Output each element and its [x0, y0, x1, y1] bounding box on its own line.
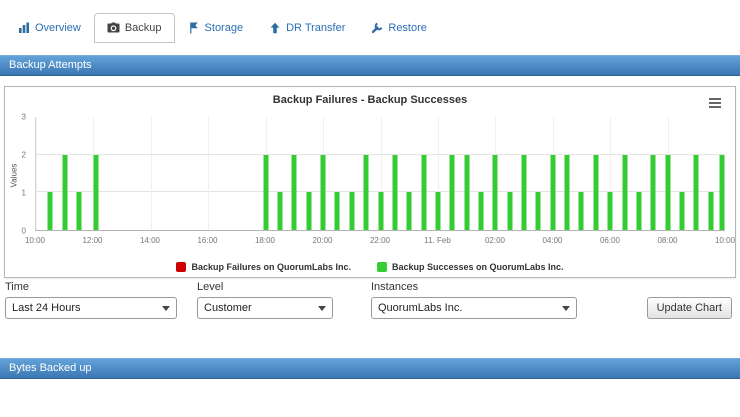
x-tick-label: 11. Feb: [424, 236, 451, 245]
chart-bar: [521, 154, 527, 230]
tab-storage[interactable]: Storage: [175, 13, 257, 43]
bar-chart-icon: [18, 22, 30, 34]
level-select-wrap: Customer: [197, 297, 333, 319]
chart-title: Backup Failures - Backup Successes: [272, 94, 468, 106]
chart-bar: [406, 192, 412, 230]
wrench-icon: [371, 22, 383, 34]
instances-label: Instances: [371, 281, 419, 293]
y-tick-label: 2: [21, 150, 26, 160]
chart-bar: [665, 154, 671, 230]
chart-bar: [492, 154, 498, 230]
chart-bar: [679, 192, 685, 230]
tab-overview[interactable]: Overview: [5, 13, 94, 43]
chart-bar: [636, 192, 642, 230]
x-tick-label: 10:00: [24, 236, 46, 245]
chart-bar: [378, 192, 383, 230]
backup-chart-panel: Backup Failures - Backup Successes Value…: [4, 86, 736, 278]
section-title: Backup Attempts: [9, 59, 92, 71]
time-select[interactable]: Last 24 Hours: [5, 297, 177, 319]
section-title: Bytes Backed up: [9, 362, 92, 374]
instances-select[interactable]: QuorumLabs Inc.: [371, 297, 577, 319]
tab-label: Storage: [204, 22, 244, 34]
chart-bar: [277, 192, 283, 230]
plot-area: [35, 117, 725, 231]
y-axis-labels: 0 1 2 3: [5, 113, 31, 236]
chart-bar: [76, 192, 82, 230]
chart-bar: [320, 154, 326, 230]
y-tick-label: 3: [21, 112, 26, 122]
chart-bar: [607, 192, 613, 230]
chart-controls: Time Last 24 Hours Level Customer Instan…: [5, 281, 732, 319]
legend-label: Backup Failures on QuorumLabs Inc.: [191, 262, 351, 272]
chart-bar: [306, 192, 312, 230]
chart-bar: [507, 192, 513, 230]
chart-bar: [564, 154, 570, 230]
y-tick-label: 1: [21, 188, 26, 198]
chart-bar: [47, 192, 53, 230]
chart-bar: [693, 154, 699, 230]
legend-item-failures[interactable]: Backup Failures on QuorumLabs Inc.: [176, 262, 351, 272]
legend-swatch: [376, 262, 387, 272]
time-select-wrap: Last 24 Hours: [5, 297, 177, 319]
chart-bar: [708, 192, 714, 230]
x-tick-label: 18:00: [254, 236, 276, 245]
chart-context-menu-button[interactable]: [707, 96, 723, 110]
tab-label: Backup: [124, 22, 162, 34]
tab-bar: Overview Backup Storage DR Transfer Rest…: [5, 13, 440, 43]
level-select[interactable]: Customer: [197, 297, 333, 319]
camera-icon: [107, 22, 120, 34]
legend-label: Backup Successes on QuorumLabs Inc.: [391, 262, 564, 272]
chart-bar: [93, 154, 99, 230]
chart-bar: [349, 192, 355, 230]
chart-bar: [363, 154, 369, 230]
chart-bar: [622, 154, 628, 230]
tab-label: Restore: [388, 22, 427, 34]
chart-legend: Backup Failures on QuorumLabs Inc. Backu…: [5, 262, 735, 272]
chart-bar: [593, 154, 599, 230]
chart-bar: [578, 192, 584, 230]
x-axis-labels: 10:00 12:00 14:00 16:00 18:00 20:00 22:00 11. F…: [25, 236, 735, 246]
chart-bar: [263, 154, 269, 230]
tab-restore[interactable]: Restore: [358, 13, 440, 43]
chart-bar: [62, 154, 68, 230]
x-tick-label: 14:00: [139, 236, 161, 245]
chart-bar: [291, 154, 297, 230]
chart-bar: [435, 192, 441, 230]
tab-backup[interactable]: Backup: [93, 13, 175, 43]
x-tick-label: 08:00: [657, 236, 678, 245]
update-chart-button[interactable]: Update Chart: [646, 297, 732, 319]
x-tick-label: 04:00: [542, 236, 563, 245]
bytes-backed-up-header: Bytes Backed up: [0, 358, 740, 379]
chart-bar: [478, 192, 484, 230]
x-tick-label: 02:00: [484, 236, 506, 245]
backup-attempts-header: Backup Attempts: [0, 55, 740, 76]
x-tick-label: 22:00: [369, 236, 391, 245]
y-tick-label: 0: [21, 226, 26, 236]
flag-icon: [188, 22, 200, 34]
time-label: Time: [5, 281, 30, 293]
chart-bar: [392, 154, 398, 230]
chart-bar: [464, 154, 470, 230]
chart-bar: [650, 154, 656, 230]
arrow-up-icon: [269, 22, 281, 34]
tab-dr-transfer[interactable]: DR Transfer: [256, 13, 358, 43]
chart-bar: [334, 192, 340, 230]
chart-bar: [550, 154, 556, 230]
level-label: Level: [197, 281, 224, 293]
chart-bar: [535, 192, 541, 230]
legend-swatch: [176, 262, 187, 272]
tab-label: DR Transfer: [286, 22, 346, 34]
x-tick-label: 06:00: [599, 236, 621, 245]
x-tick-label: 16:00: [197, 236, 218, 245]
instances-select-wrap: QuorumLabs Inc.: [371, 297, 577, 319]
x-tick-label: 10:00: [714, 236, 736, 245]
x-tick-label: 12:00: [82, 236, 103, 245]
x-tick-label: 20:00: [312, 236, 333, 245]
tab-label: Overview: [35, 22, 81, 34]
chart-bar: [421, 154, 427, 230]
chart-bar: [719, 154, 725, 230]
chart-bar: [449, 154, 455, 230]
legend-item-successes[interactable]: Backup Successes on QuorumLabs Inc.: [376, 262, 564, 272]
